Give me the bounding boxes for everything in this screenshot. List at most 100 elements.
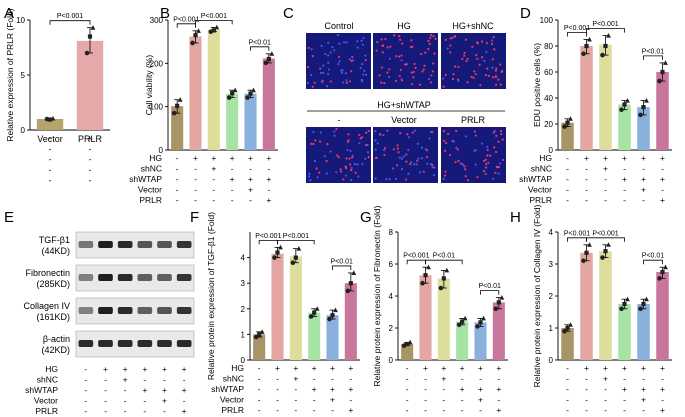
chart-f-condition-sign: -	[258, 405, 261, 415]
chart-g-bar	[437, 278, 450, 360]
micro-nucleus	[364, 58, 367, 62]
micro-nucleus	[381, 66, 384, 69]
micro-nucleus	[400, 54, 403, 57]
micro-nucleus	[499, 162, 502, 165]
micro-nucleus	[388, 57, 391, 60]
micro-nucleus	[307, 46, 310, 50]
wb-condition-sign: +	[182, 385, 187, 395]
micro-nucleus	[345, 157, 348, 160]
micro-nucleus	[382, 133, 385, 137]
chart-f-point	[296, 246, 302, 251]
chart-d-bar	[599, 44, 612, 151]
wb-band	[137, 340, 153, 347]
wb-condition-sign: -	[124, 385, 127, 395]
wb-condition-label: shWTAP	[25, 385, 58, 395]
chart-a-condition-sign: +	[88, 133, 93, 143]
chart-a-point	[50, 115, 56, 121]
chart-d-point	[625, 98, 630, 103]
chart-b-point	[177, 97, 183, 102]
micro-nucleus	[396, 144, 399, 147]
micro-nucleus	[474, 134, 477, 137]
wb-band	[78, 307, 94, 314]
chart-f-bracket	[332, 265, 352, 270]
panel-letter-g: G	[360, 209, 372, 226]
micro-label-group: HG+shWTAP	[377, 100, 431, 110]
micro-nucleus	[464, 38, 468, 41]
wb-band-kd: (44KD)	[41, 246, 70, 256]
chart-panel-g: 0 2 4 6 8 Relative protein expression of Fibr…	[372, 205, 508, 415]
chart-d-condition-sign: -	[604, 174, 607, 184]
micro-nucleus	[393, 34, 396, 37]
chart-f-point	[312, 310, 317, 315]
chart-d-ytick-label: 40	[544, 94, 553, 103]
chart-f-condition-sign: -	[331, 374, 334, 384]
micro-nucleus	[463, 54, 466, 57]
micro-nucleus	[327, 41, 330, 45]
chart-a-condition-sign: -	[49, 154, 52, 164]
micro-nucleus	[442, 130, 445, 133]
chart-f-condition-label: shWTAP	[211, 384, 244, 394]
chart-d-condition-sign: -	[623, 164, 626, 174]
chart-f-condition-sign: -	[276, 405, 279, 415]
chart-h-condition-sign: -	[566, 405, 569, 415]
chart-g-condition-sign: -	[497, 395, 500, 405]
chart-a-ytick-label: 5	[21, 71, 26, 80]
wb-condition-label: shNC	[37, 375, 58, 385]
chart-f-point	[330, 313, 335, 318]
chart-d-ytick-label: 0	[549, 146, 554, 155]
micro-nucleus	[338, 60, 341, 63]
micro-nucleus	[500, 133, 503, 136]
micro-nucleus	[383, 82, 386, 85]
wb-membrane	[75, 330, 195, 358]
micro-nucleus	[344, 72, 348, 75]
micro-nucleus	[470, 75, 473, 79]
chart-h-point	[587, 242, 592, 247]
wb-condition-sign: -	[124, 406, 127, 416]
wb-band-kd: (161KD)	[36, 312, 70, 322]
chart-b-ylabel: Cell viability (%)	[144, 55, 154, 116]
chart-b-condition-sign: -	[176, 195, 179, 205]
wb-condition-sign: -	[104, 385, 107, 395]
micro-nucleus	[367, 129, 370, 133]
micro-nucleus	[493, 129, 496, 133]
micro-nucleus	[356, 163, 359, 166]
micro-nucleus	[502, 158, 505, 162]
micro-nucleus	[431, 166, 434, 169]
micro-nucleus	[318, 140, 322, 143]
wb-condition-label: Vector	[34, 396, 58, 406]
micro-nucleus	[486, 148, 489, 151]
chart-d-point	[562, 124, 567, 129]
micro-nucleus	[382, 148, 386, 152]
chart-a-condition-sign: -	[89, 165, 92, 175]
chart-b-condition-label: PRLR	[139, 195, 162, 205]
micro-nucleus	[448, 153, 452, 157]
micro-nucleus	[333, 134, 336, 137]
micro-nucleus	[432, 62, 435, 65]
micro-nucleus	[342, 178, 345, 181]
micro-nucleus	[333, 49, 336, 52]
micro-nucleus	[383, 153, 386, 156]
chart-d-condition-sign: -	[585, 174, 588, 184]
micro-nucleus	[329, 150, 332, 153]
chart-d-bracket	[643, 55, 663, 60]
micro-nucleus	[484, 74, 488, 77]
micro-nucleus	[442, 85, 445, 88]
chart-h-point	[600, 255, 605, 260]
micro-nucleus	[337, 55, 341, 59]
chart-d-condition-sign: +	[603, 164, 608, 174]
micro-nucleus	[310, 73, 313, 77]
chart-a-point	[84, 50, 90, 56]
micro-nucleus	[333, 130, 336, 133]
chart-h-condition-sign: -	[642, 405, 645, 415]
micro-nucleus	[451, 77, 455, 81]
micro-nucleus	[405, 153, 408, 156]
chart-b-condition-sign: +	[230, 153, 235, 163]
chart-d-condition-sign: +	[622, 174, 627, 184]
chart-g-bracket-label: P<0.01	[478, 283, 500, 290]
micro-nucleus	[464, 135, 467, 138]
micro-nucleus	[398, 156, 401, 159]
chart-f-bar	[326, 315, 339, 360]
micro-nucleus	[361, 136, 364, 139]
chart-f-condition-sign: -	[276, 395, 279, 405]
chart-d-ytick-label: 20	[544, 120, 553, 129]
